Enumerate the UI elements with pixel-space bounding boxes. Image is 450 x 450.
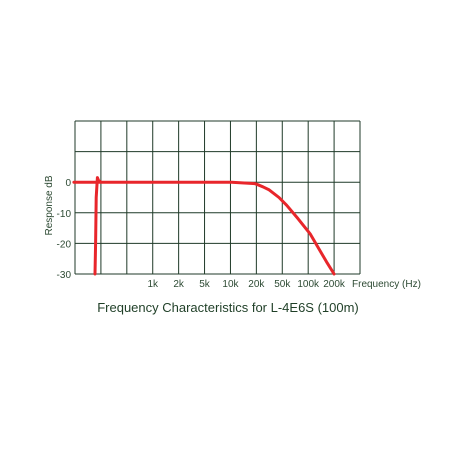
x-tick-labels: 1k 2k 5k 10k 20k 50k 100k 200k bbox=[147, 279, 345, 290]
x-tick-label: 20k bbox=[248, 279, 265, 290]
grid bbox=[74, 120, 361, 275]
y-tick-label: -30 bbox=[57, 270, 72, 281]
y-tick-label: 0 bbox=[65, 178, 71, 189]
x-tick-label: 5k bbox=[199, 279, 211, 290]
series-lines bbox=[72, 176, 336, 276]
x-tick-label: 50k bbox=[274, 279, 291, 290]
x-tick-label: 100k bbox=[297, 279, 320, 290]
y-tick-labels: 0 -10 -20 -30 bbox=[57, 178, 72, 281]
x-axis-label: Frequency (Hz) bbox=[352, 279, 421, 290]
chart-title: Frequency Characteristics for L-4E6S (10… bbox=[97, 300, 359, 315]
y-tick-label: -20 bbox=[57, 239, 72, 250]
response-curve bbox=[72, 176, 336, 276]
y-tick-label: -10 bbox=[57, 209, 72, 220]
x-tick-label: 1k bbox=[147, 279, 159, 290]
x-tick-label: 2k bbox=[173, 279, 185, 290]
x-tick-label: 200k bbox=[323, 279, 346, 290]
y-axis-label: Response dB bbox=[44, 175, 55, 235]
x-tick-label: 10k bbox=[222, 279, 239, 290]
